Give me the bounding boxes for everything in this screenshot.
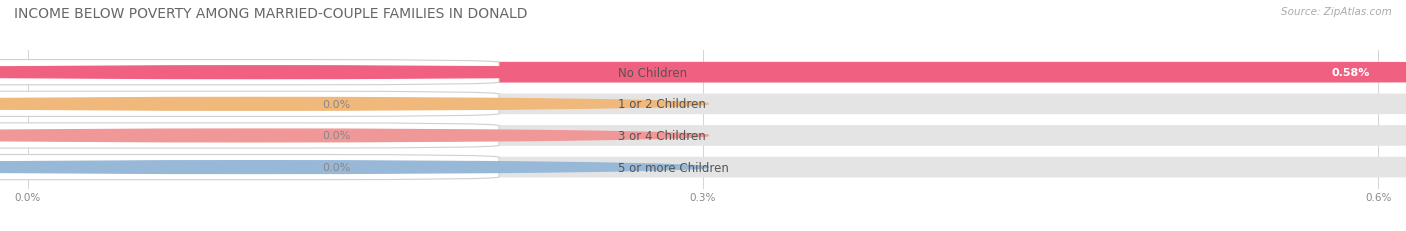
FancyBboxPatch shape [0,60,499,85]
Text: Source: ZipAtlas.com: Source: ZipAtlas.com [1281,7,1392,17]
Text: No Children: No Children [617,66,686,79]
FancyBboxPatch shape [0,92,499,117]
FancyBboxPatch shape [0,63,1406,83]
Text: 3 or 4 Children: 3 or 4 Children [617,129,706,142]
Text: 1 or 2 Children: 1 or 2 Children [617,98,706,111]
Text: INCOME BELOW POVERTY AMONG MARRIED-COUPLE FAMILIES IN DONALD: INCOME BELOW POVERTY AMONG MARRIED-COUPL… [14,7,527,21]
Text: 0.0%: 0.0% [322,131,350,141]
FancyBboxPatch shape [0,157,458,178]
Text: 0.0%: 0.0% [322,162,350,172]
FancyBboxPatch shape [0,123,499,149]
Circle shape [0,67,709,79]
Circle shape [0,130,709,142]
FancyBboxPatch shape [0,94,458,115]
FancyBboxPatch shape [0,126,1406,146]
Text: 5 or more Children: 5 or more Children [617,161,728,174]
FancyBboxPatch shape [0,126,458,146]
Text: 0.0%: 0.0% [322,99,350,109]
FancyBboxPatch shape [0,155,499,180]
FancyBboxPatch shape [0,94,1406,115]
FancyBboxPatch shape [0,63,1406,83]
Text: 0.58%: 0.58% [1331,68,1369,78]
Circle shape [0,161,709,174]
FancyBboxPatch shape [0,157,1406,178]
Circle shape [0,98,709,111]
